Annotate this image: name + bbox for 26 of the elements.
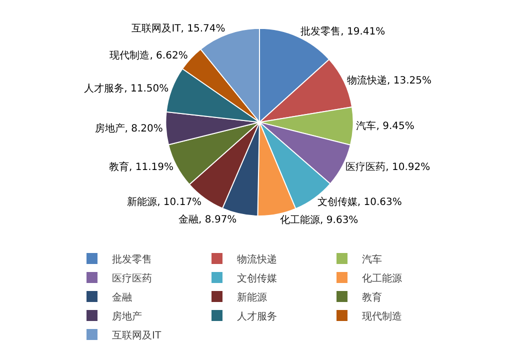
data-label: 房地产, 8.20% xyxy=(94,122,163,134)
legend-label: 文创传媒 xyxy=(237,272,277,284)
legend-label: 化工能源 xyxy=(362,272,402,284)
data-label: 新能源, 10.17% xyxy=(127,196,202,208)
legend-label: 现代制造 xyxy=(362,310,402,322)
data-label: 教育, 11.19% xyxy=(109,161,174,174)
data-label: 批发零售, 19.41% xyxy=(300,25,386,38)
data-label: 化工能源, 9.63% xyxy=(280,214,358,226)
legend-label: 金融 xyxy=(112,291,132,304)
legend-label: 批发零售 xyxy=(112,253,152,266)
data-label: 物流快递, 13.25% xyxy=(347,74,432,86)
legend-label: 物流快递 xyxy=(237,253,277,266)
data-label: 文创传媒, 10.63% xyxy=(317,196,402,208)
legend-label: 新能源 xyxy=(237,291,267,304)
legend-label: 汽车 xyxy=(362,253,382,266)
legend-label: 房地产 xyxy=(112,310,142,322)
data-label: 金融, 8.97% xyxy=(178,214,237,226)
legend-label: 互联网及IT xyxy=(112,329,162,342)
data-label: 现代制造, 6.62% xyxy=(110,50,188,62)
legend-label: 教育 xyxy=(362,291,382,304)
data-label: 人才服务, 11.50% xyxy=(84,82,169,95)
data-label: 汽车, 9.45% xyxy=(356,120,414,132)
data-label: 互联网及IT, 15.74% xyxy=(132,22,226,34)
legend-label: 人才服务 xyxy=(237,310,277,322)
legend-label: 医疗医药 xyxy=(112,272,152,284)
data-label: 医疗医药, 10.92% xyxy=(346,160,430,173)
